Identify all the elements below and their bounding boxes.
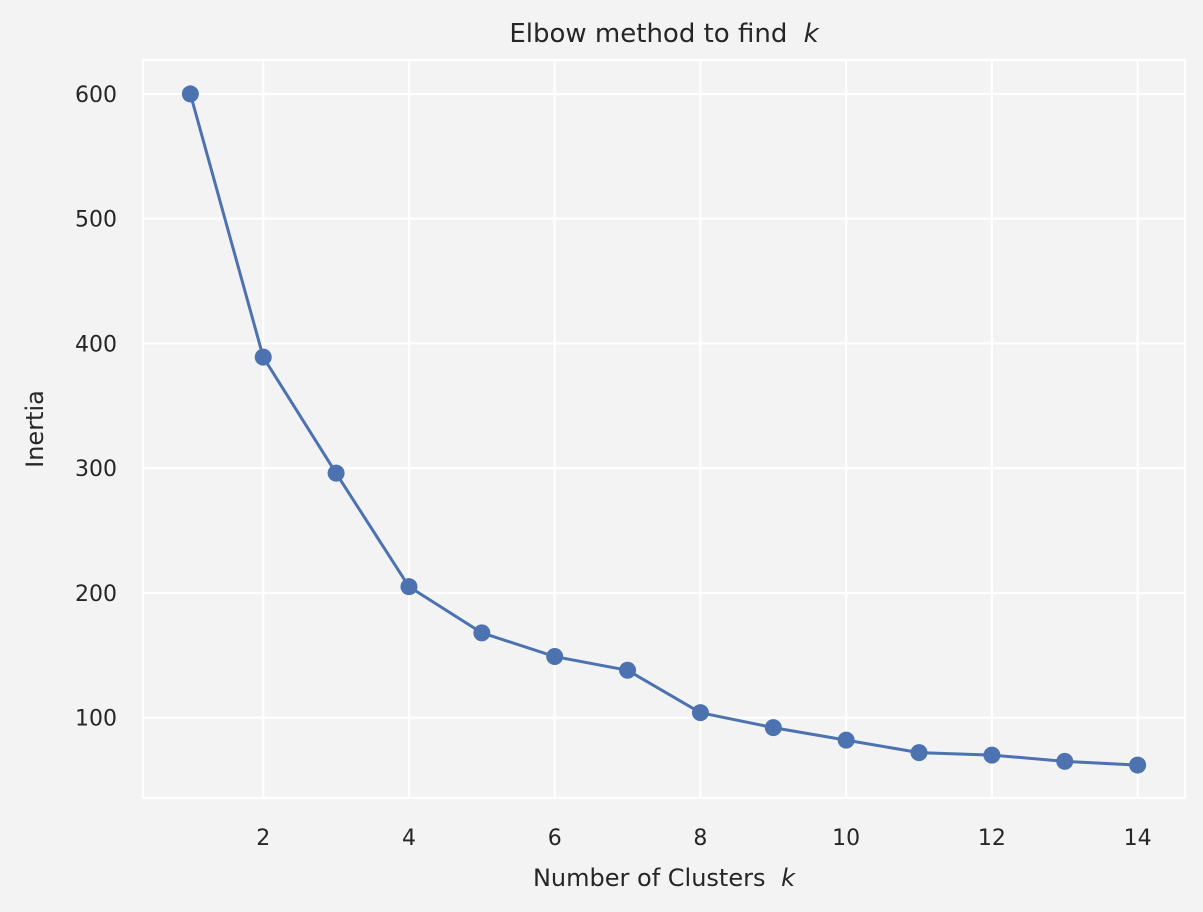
- data-point: [181, 85, 199, 103]
- y-tick-label: 300: [75, 457, 117, 482]
- x-axis-title: Number of Clusters k: [533, 864, 796, 892]
- x-tick-label: 12: [978, 826, 1006, 851]
- data-point: [983, 746, 1001, 764]
- data-point: [546, 648, 564, 666]
- x-axis-title-text: Number of Clusters: [533, 864, 766, 892]
- data-point: [837, 731, 855, 749]
- x-tick-label: 8: [693, 826, 707, 851]
- y-tick-label: 200: [75, 582, 117, 607]
- y-tick-label: 100: [75, 707, 117, 732]
- data-point: [473, 624, 491, 642]
- data-point: [691, 704, 709, 722]
- chart-title-var: k: [804, 19, 820, 49]
- series-line: [188, 93, 1138, 767]
- x-tick-label: 14: [1124, 826, 1152, 851]
- x-tick-label: 2: [256, 826, 270, 851]
- x-tick-label: 4: [402, 826, 416, 851]
- x-tick-label: 6: [548, 826, 562, 851]
- chart-title-text: Elbow method to find: [509, 19, 787, 49]
- data-point: [619, 661, 637, 679]
- y-tick-label: 600: [75, 83, 117, 108]
- tick-labels: 2 4 6 8 10 12 14 100 200 300 400 500 600: [75, 83, 1152, 851]
- data-point: [764, 719, 782, 737]
- data-points: [181, 85, 1147, 774]
- data-point: [254, 348, 272, 366]
- x-tick-label: 10: [832, 826, 860, 851]
- data-point: [910, 744, 928, 762]
- y-tick-label: 400: [75, 332, 117, 357]
- plot-area: [143, 60, 1185, 798]
- data-point: [1056, 752, 1074, 770]
- y-axis-title: Inertia: [21, 390, 49, 468]
- plot-frame: [141, 58, 1187, 800]
- data-point: [327, 464, 345, 482]
- data-point: [1129, 756, 1147, 774]
- grid-lines: [141, 58, 1187, 800]
- x-axis-title-var: k: [781, 864, 796, 892]
- y-tick-label: 500: [75, 208, 117, 233]
- chart-title: Elbow method to find k: [509, 19, 819, 49]
- data-point: [400, 578, 418, 596]
